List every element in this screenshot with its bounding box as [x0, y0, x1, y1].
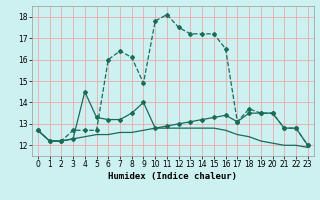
- X-axis label: Humidex (Indice chaleur): Humidex (Indice chaleur): [108, 172, 237, 181]
